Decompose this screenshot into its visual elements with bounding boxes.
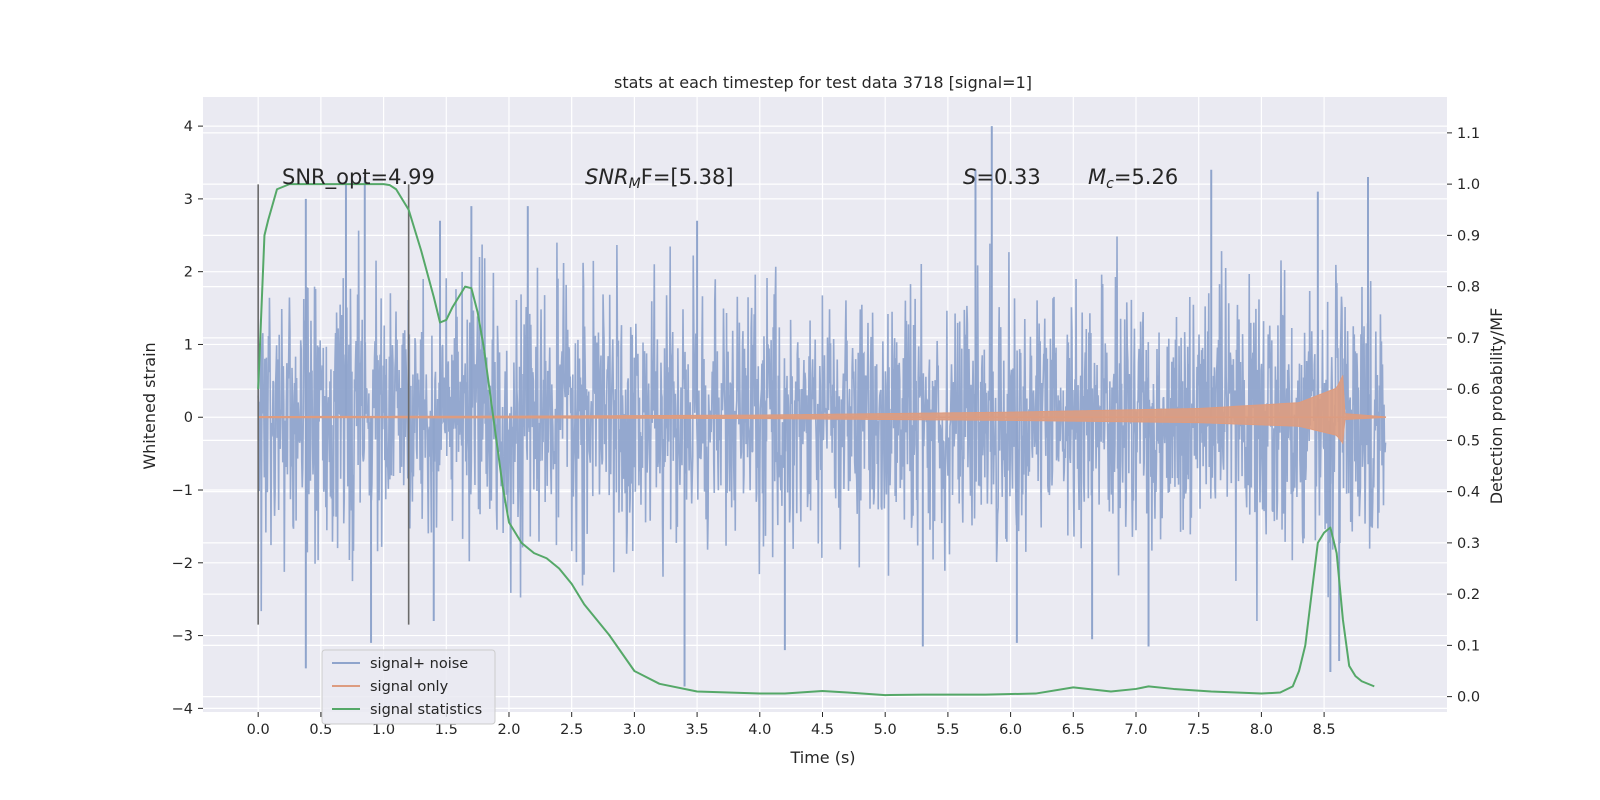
y2-tick-label: 0.8 xyxy=(1457,280,1480,296)
annotation-snr-mf-main: SNR xyxy=(585,165,629,189)
y2-tick-label: 0.1 xyxy=(1457,638,1480,654)
annotation-mc: Mc=5.26 xyxy=(1088,165,1178,192)
data-layer xyxy=(257,126,1387,697)
x-tick-label: 2.5 xyxy=(560,722,583,738)
y-tick-label: 1 xyxy=(184,337,193,353)
y2-tick-label: 0.3 xyxy=(1457,536,1480,552)
x-tick-label: 3.0 xyxy=(623,722,646,738)
y-tick-label: 3 xyxy=(184,192,193,208)
annotation-mc-main: M xyxy=(1088,165,1106,189)
y-tick-label: 2 xyxy=(184,265,193,281)
x-tick-label: 5.5 xyxy=(936,722,959,738)
annotation-snr-mf-rest: F=[5.38] xyxy=(641,165,734,189)
y2-tick-label: 0.6 xyxy=(1457,382,1480,398)
y2-tick-label: 1.1 xyxy=(1457,126,1480,142)
legend-box xyxy=(321,649,496,725)
axes: 0.0 0.5 1.0 1.5 2.0 2.5 3.0 3.5 4.0 4.5 5.0 5.5 6.0 6… xyxy=(172,119,1480,738)
x-tick-label: 0.5 xyxy=(309,722,332,738)
legend: signal+ noise signal only signal statist… xyxy=(321,649,496,725)
x-tick-label: 3.5 xyxy=(686,722,709,738)
x-tick-label: 1.0 xyxy=(372,722,395,738)
annotation-s-main: S xyxy=(963,165,976,189)
y-tick-label: −3 xyxy=(172,629,193,645)
x-tick-label: 4.0 xyxy=(748,722,771,738)
x-tick-label: 1.5 xyxy=(435,722,458,738)
y2-axis-label: Detection probability/MF xyxy=(1487,308,1506,505)
x-tick-label: 5.0 xyxy=(874,722,897,738)
annotation-s: S=0.33 xyxy=(963,165,1041,189)
x-tick-label: 6.0 xyxy=(999,722,1022,738)
annotation-mc-sub: c xyxy=(1106,176,1114,192)
x-tick-label: 7.0 xyxy=(1124,722,1147,738)
legend-label-signal: signal only xyxy=(370,679,449,695)
legend-label-stats: signal statistics xyxy=(370,702,482,718)
y2-tick-label: 1.0 xyxy=(1457,177,1480,193)
x-tick-label: 7.5 xyxy=(1187,722,1210,738)
legend-label-noise: signal+ noise xyxy=(370,656,468,672)
chart-title: stats at each timestep for test data 371… xyxy=(614,73,1032,92)
y2-tick-label: 0.4 xyxy=(1457,485,1480,501)
x-tick-label: 4.5 xyxy=(811,722,834,738)
y-tick-label: −2 xyxy=(172,556,193,572)
y-tick-label: −1 xyxy=(172,483,193,499)
y2-tick-label: 0.9 xyxy=(1457,228,1480,244)
annotation-snr-opt: SNR_opt=4.99 xyxy=(282,165,435,190)
stats-series-line xyxy=(257,183,1375,697)
x-tick-label: 8.5 xyxy=(1313,722,1336,738)
y2-tick-label: 0.5 xyxy=(1457,433,1480,449)
x-tick-label: 2.0 xyxy=(497,722,520,738)
y2-tick-label: 0.7 xyxy=(1457,331,1480,347)
y-tick-label: 4 xyxy=(184,119,193,135)
y-axis-label: Whitened strain xyxy=(140,342,159,469)
annotation-snr-mf: SNRMF=[5.38] xyxy=(585,165,734,192)
x-tick-label: 0.0 xyxy=(247,722,270,738)
x-axis-label: Time (s) xyxy=(789,748,855,767)
annotation-s-rest: =0.33 xyxy=(976,165,1040,189)
y2-tick-label: 0.2 xyxy=(1457,587,1480,603)
y2-tick-label: 0.0 xyxy=(1457,690,1480,706)
y-tick-label: 0 xyxy=(184,410,193,426)
y-tick-label: −4 xyxy=(172,701,193,717)
x-tick-label: 8.0 xyxy=(1250,722,1273,738)
x-tick-label: 6.5 xyxy=(1062,722,1085,738)
annotation-mc-rest: =5.26 xyxy=(1114,165,1178,189)
annotation-snr-mf-sub: M xyxy=(629,176,641,192)
